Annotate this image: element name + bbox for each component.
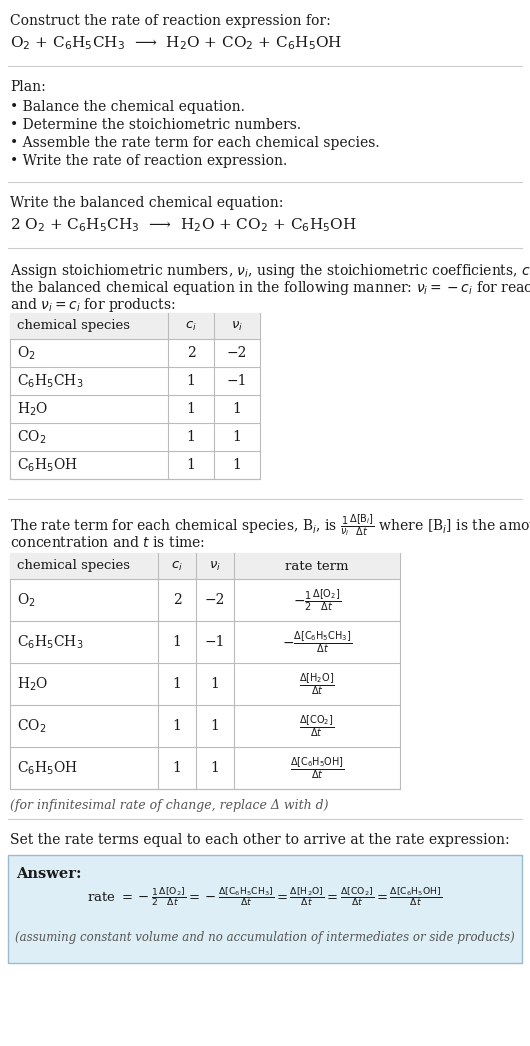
Text: H$_2$O: H$_2$O bbox=[17, 401, 48, 417]
Text: chemical species: chemical species bbox=[17, 560, 130, 572]
Text: $\frac{\Delta[\mathrm{H_2O}]}{\Delta t}$: $\frac{\Delta[\mathrm{H_2O}]}{\Delta t}$ bbox=[299, 672, 335, 697]
Bar bbox=[10, 313, 260, 479]
Text: 1: 1 bbox=[173, 677, 181, 691]
Text: −1: −1 bbox=[227, 374, 248, 388]
Text: 1: 1 bbox=[233, 458, 242, 472]
Text: $\nu_i$: $\nu_i$ bbox=[209, 560, 221, 572]
Text: 1: 1 bbox=[233, 430, 242, 444]
Text: • Balance the chemical equation.: • Balance the chemical equation. bbox=[10, 100, 245, 114]
Text: (for infinitesimal rate of change, replace Δ with d): (for infinitesimal rate of change, repla… bbox=[10, 799, 329, 812]
Text: CO$_2$: CO$_2$ bbox=[17, 428, 46, 446]
Text: 1: 1 bbox=[187, 374, 196, 388]
Text: 1: 1 bbox=[173, 761, 181, 775]
Text: rate $= -\frac{1}{2}\frac{\Delta[\mathrm{O_2}]}{\Delta t} = -\frac{\Delta[\mathr: rate $= -\frac{1}{2}\frac{\Delta[\mathrm… bbox=[87, 886, 443, 908]
Text: 1: 1 bbox=[210, 677, 219, 691]
Text: Plan:: Plan: bbox=[10, 79, 46, 94]
Text: 1: 1 bbox=[187, 402, 196, 416]
Text: Set the rate terms equal to each other to arrive at the rate expression:: Set the rate terms equal to each other t… bbox=[10, 833, 510, 847]
Text: C$_6$H$_5$OH: C$_6$H$_5$OH bbox=[17, 456, 78, 474]
Text: $c_i$: $c_i$ bbox=[171, 560, 183, 572]
Text: C$_6$H$_5$CH$_3$: C$_6$H$_5$CH$_3$ bbox=[17, 633, 83, 651]
Text: $c_i$: $c_i$ bbox=[185, 319, 197, 333]
Text: O$_2$ + C$_6$H$_5$CH$_3$  ⟶  H$_2$O + CO$_2$ + C$_6$H$_5$OH: O$_2$ + C$_6$H$_5$CH$_3$ ⟶ H$_2$O + CO$_… bbox=[10, 35, 342, 51]
Text: O$_2$: O$_2$ bbox=[17, 591, 36, 609]
Text: CO$_2$: CO$_2$ bbox=[17, 718, 46, 734]
Text: • Assemble the rate term for each chemical species.: • Assemble the rate term for each chemic… bbox=[10, 136, 379, 150]
Bar bbox=[8, 855, 522, 963]
Bar bbox=[10, 313, 260, 339]
Bar bbox=[10, 553, 400, 579]
Text: 2: 2 bbox=[173, 593, 181, 607]
Text: the balanced chemical equation in the following manner: $\nu_i = -c_i$ for react: the balanced chemical equation in the fo… bbox=[10, 279, 530, 297]
Text: −1: −1 bbox=[205, 635, 225, 649]
Text: Answer:: Answer: bbox=[16, 867, 82, 881]
Text: rate term: rate term bbox=[285, 560, 349, 572]
Text: H$_2$O: H$_2$O bbox=[17, 676, 48, 692]
Text: $\nu_i$: $\nu_i$ bbox=[231, 319, 243, 333]
Text: and $\nu_i = c_i$ for products:: and $\nu_i = c_i$ for products: bbox=[10, 296, 175, 314]
Text: Write the balanced chemical equation:: Write the balanced chemical equation: bbox=[10, 196, 284, 210]
Text: concentration and $t$ is time:: concentration and $t$ is time: bbox=[10, 535, 205, 550]
Text: • Determine the stoichiometric numbers.: • Determine the stoichiometric numbers. bbox=[10, 118, 301, 132]
Text: $-\frac{1}{2}\frac{\Delta[\mathrm{O_2}]}{\Delta t}$: $-\frac{1}{2}\frac{\Delta[\mathrm{O_2}]}… bbox=[293, 587, 341, 613]
Text: O$_2$: O$_2$ bbox=[17, 344, 36, 362]
Text: Assign stoichiometric numbers, $\nu_i$, using the stoichiometric coefficients, $: Assign stoichiometric numbers, $\nu_i$, … bbox=[10, 262, 530, 280]
Text: 1: 1 bbox=[233, 402, 242, 416]
Text: • Write the rate of reaction expression.: • Write the rate of reaction expression. bbox=[10, 154, 287, 168]
Text: 2 O$_2$ + C$_6$H$_5$CH$_3$  ⟶  H$_2$O + CO$_2$ + C$_6$H$_5$OH: 2 O$_2$ + C$_6$H$_5$CH$_3$ ⟶ H$_2$O + CO… bbox=[10, 217, 357, 233]
Text: C$_6$H$_5$CH$_3$: C$_6$H$_5$CH$_3$ bbox=[17, 372, 83, 390]
Text: $\frac{\Delta[\mathrm{C_6H_5OH}]}{\Delta t}$: $\frac{\Delta[\mathrm{C_6H_5OH}]}{\Delta… bbox=[290, 755, 344, 781]
Text: −2: −2 bbox=[205, 593, 225, 607]
Text: 1: 1 bbox=[210, 761, 219, 775]
Text: 1: 1 bbox=[173, 719, 181, 733]
Text: (assuming constant volume and no accumulation of intermediates or side products): (assuming constant volume and no accumul… bbox=[15, 931, 515, 943]
Text: −2: −2 bbox=[227, 346, 247, 360]
Text: $\frac{\Delta[\mathrm{CO_2}]}{\Delta t}$: $\frac{\Delta[\mathrm{CO_2}]}{\Delta t}$ bbox=[299, 713, 334, 738]
Text: 1: 1 bbox=[187, 458, 196, 472]
Text: $-\frac{\Delta[\mathrm{C_6H_5CH_3}]}{\Delta t}$: $-\frac{\Delta[\mathrm{C_6H_5CH_3}]}{\De… bbox=[282, 629, 352, 655]
Text: chemical species: chemical species bbox=[17, 319, 130, 333]
Text: 1: 1 bbox=[210, 719, 219, 733]
Text: 1: 1 bbox=[173, 635, 181, 649]
Text: 2: 2 bbox=[187, 346, 196, 360]
Text: 1: 1 bbox=[187, 430, 196, 444]
Bar bbox=[10, 553, 400, 789]
Text: C$_6$H$_5$OH: C$_6$H$_5$OH bbox=[17, 759, 78, 777]
Text: Construct the rate of reaction expression for:: Construct the rate of reaction expressio… bbox=[10, 14, 331, 28]
Text: The rate term for each chemical species, B$_i$, is $\frac{1}{\nu_i}\frac{\Delta[: The rate term for each chemical species,… bbox=[10, 513, 530, 539]
